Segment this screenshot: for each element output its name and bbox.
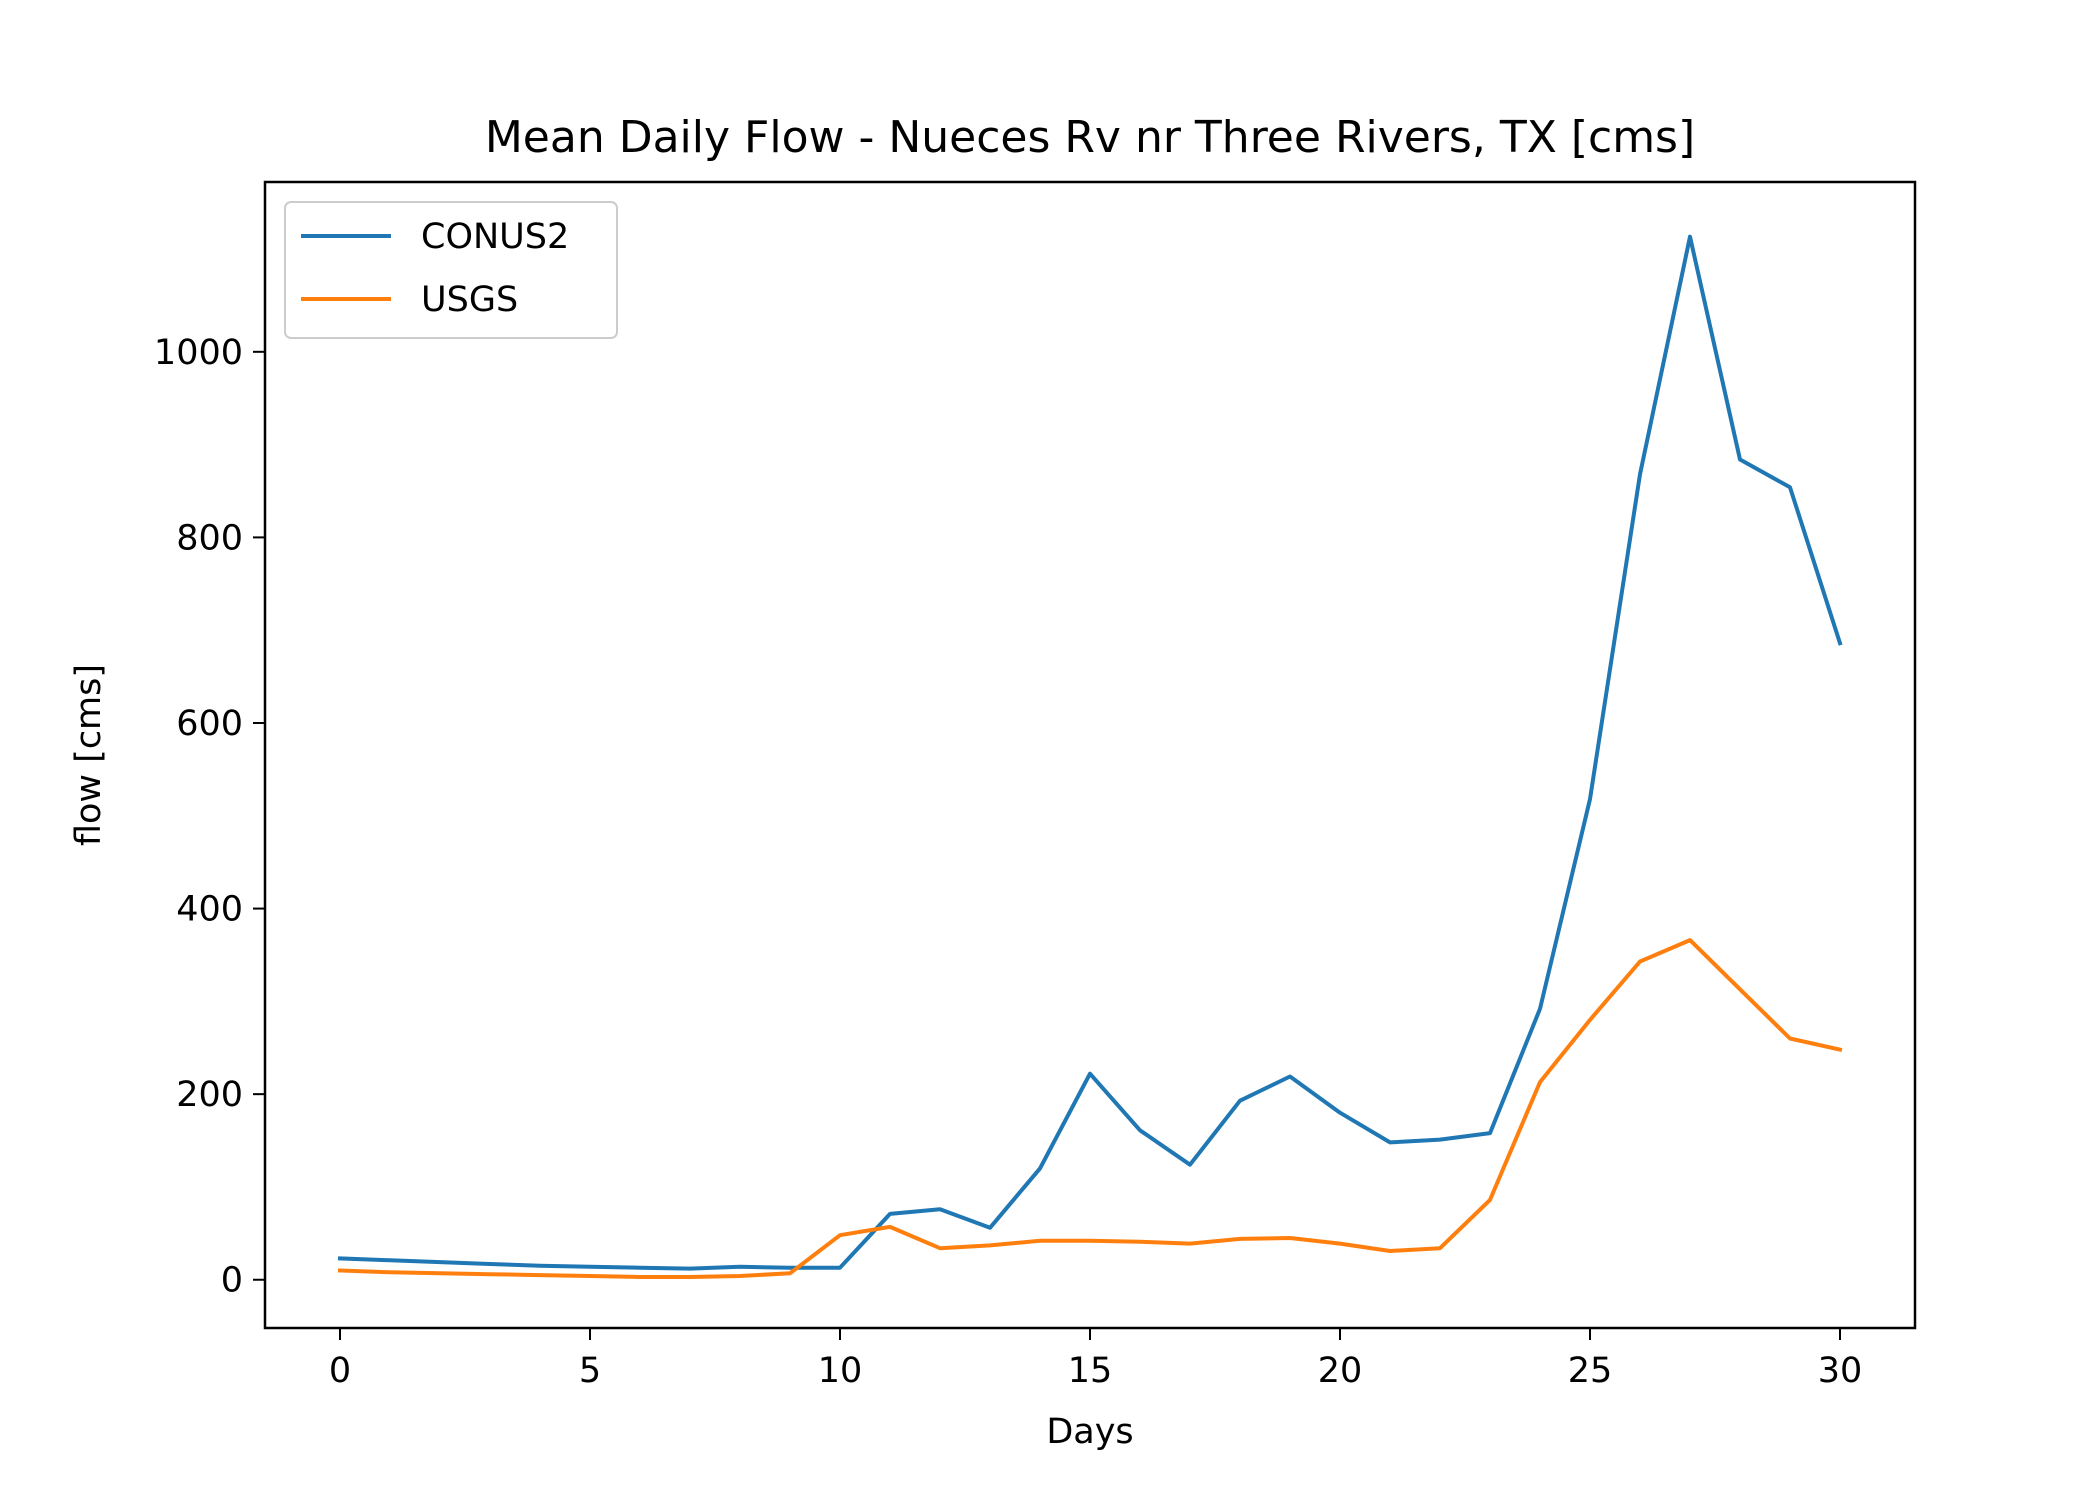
- x-axis-label: Days: [1046, 1412, 1133, 1452]
- y-axis-label: flow [cms]: [69, 664, 109, 846]
- x-tick-label: 15: [1068, 1351, 1113, 1391]
- series-line-usgs: [337, 938, 1843, 1279]
- series-line-conus2: [337, 234, 1843, 1271]
- y-tick-label: 0: [221, 1261, 243, 1301]
- y-tick-label: 200: [176, 1075, 243, 1115]
- y-axis-ticks: 0 200 400 600 800 1000: [154, 333, 265, 1301]
- x-axis-ticks: 0 5 10 15 20 25 30: [329, 1328, 1862, 1391]
- legend: CONUS2 USGS: [284, 201, 618, 339]
- legend-label-conus2: CONUS2: [421, 217, 569, 257]
- x-tick-label: 0: [329, 1351, 351, 1391]
- plot-area: [263, 180, 1917, 1330]
- plot-frame: [263, 180, 1917, 1330]
- x-tick-label: 5: [579, 1351, 601, 1391]
- legend-label-usgs: USGS: [421, 280, 518, 320]
- y-tick-label: 1000: [154, 333, 243, 373]
- chart-title: Mean Daily Flow - Nueces Rv nr Three Riv…: [485, 112, 1695, 163]
- x-tick-label: 20: [1318, 1351, 1363, 1391]
- x-tick-label: 25: [1568, 1351, 1613, 1391]
- x-tick-label: 10: [818, 1351, 863, 1391]
- y-tick-label: 600: [176, 704, 243, 744]
- y-tick-label: 400: [176, 890, 243, 930]
- x-tick-label: 30: [1818, 1351, 1863, 1391]
- y-tick-label: 800: [176, 518, 243, 558]
